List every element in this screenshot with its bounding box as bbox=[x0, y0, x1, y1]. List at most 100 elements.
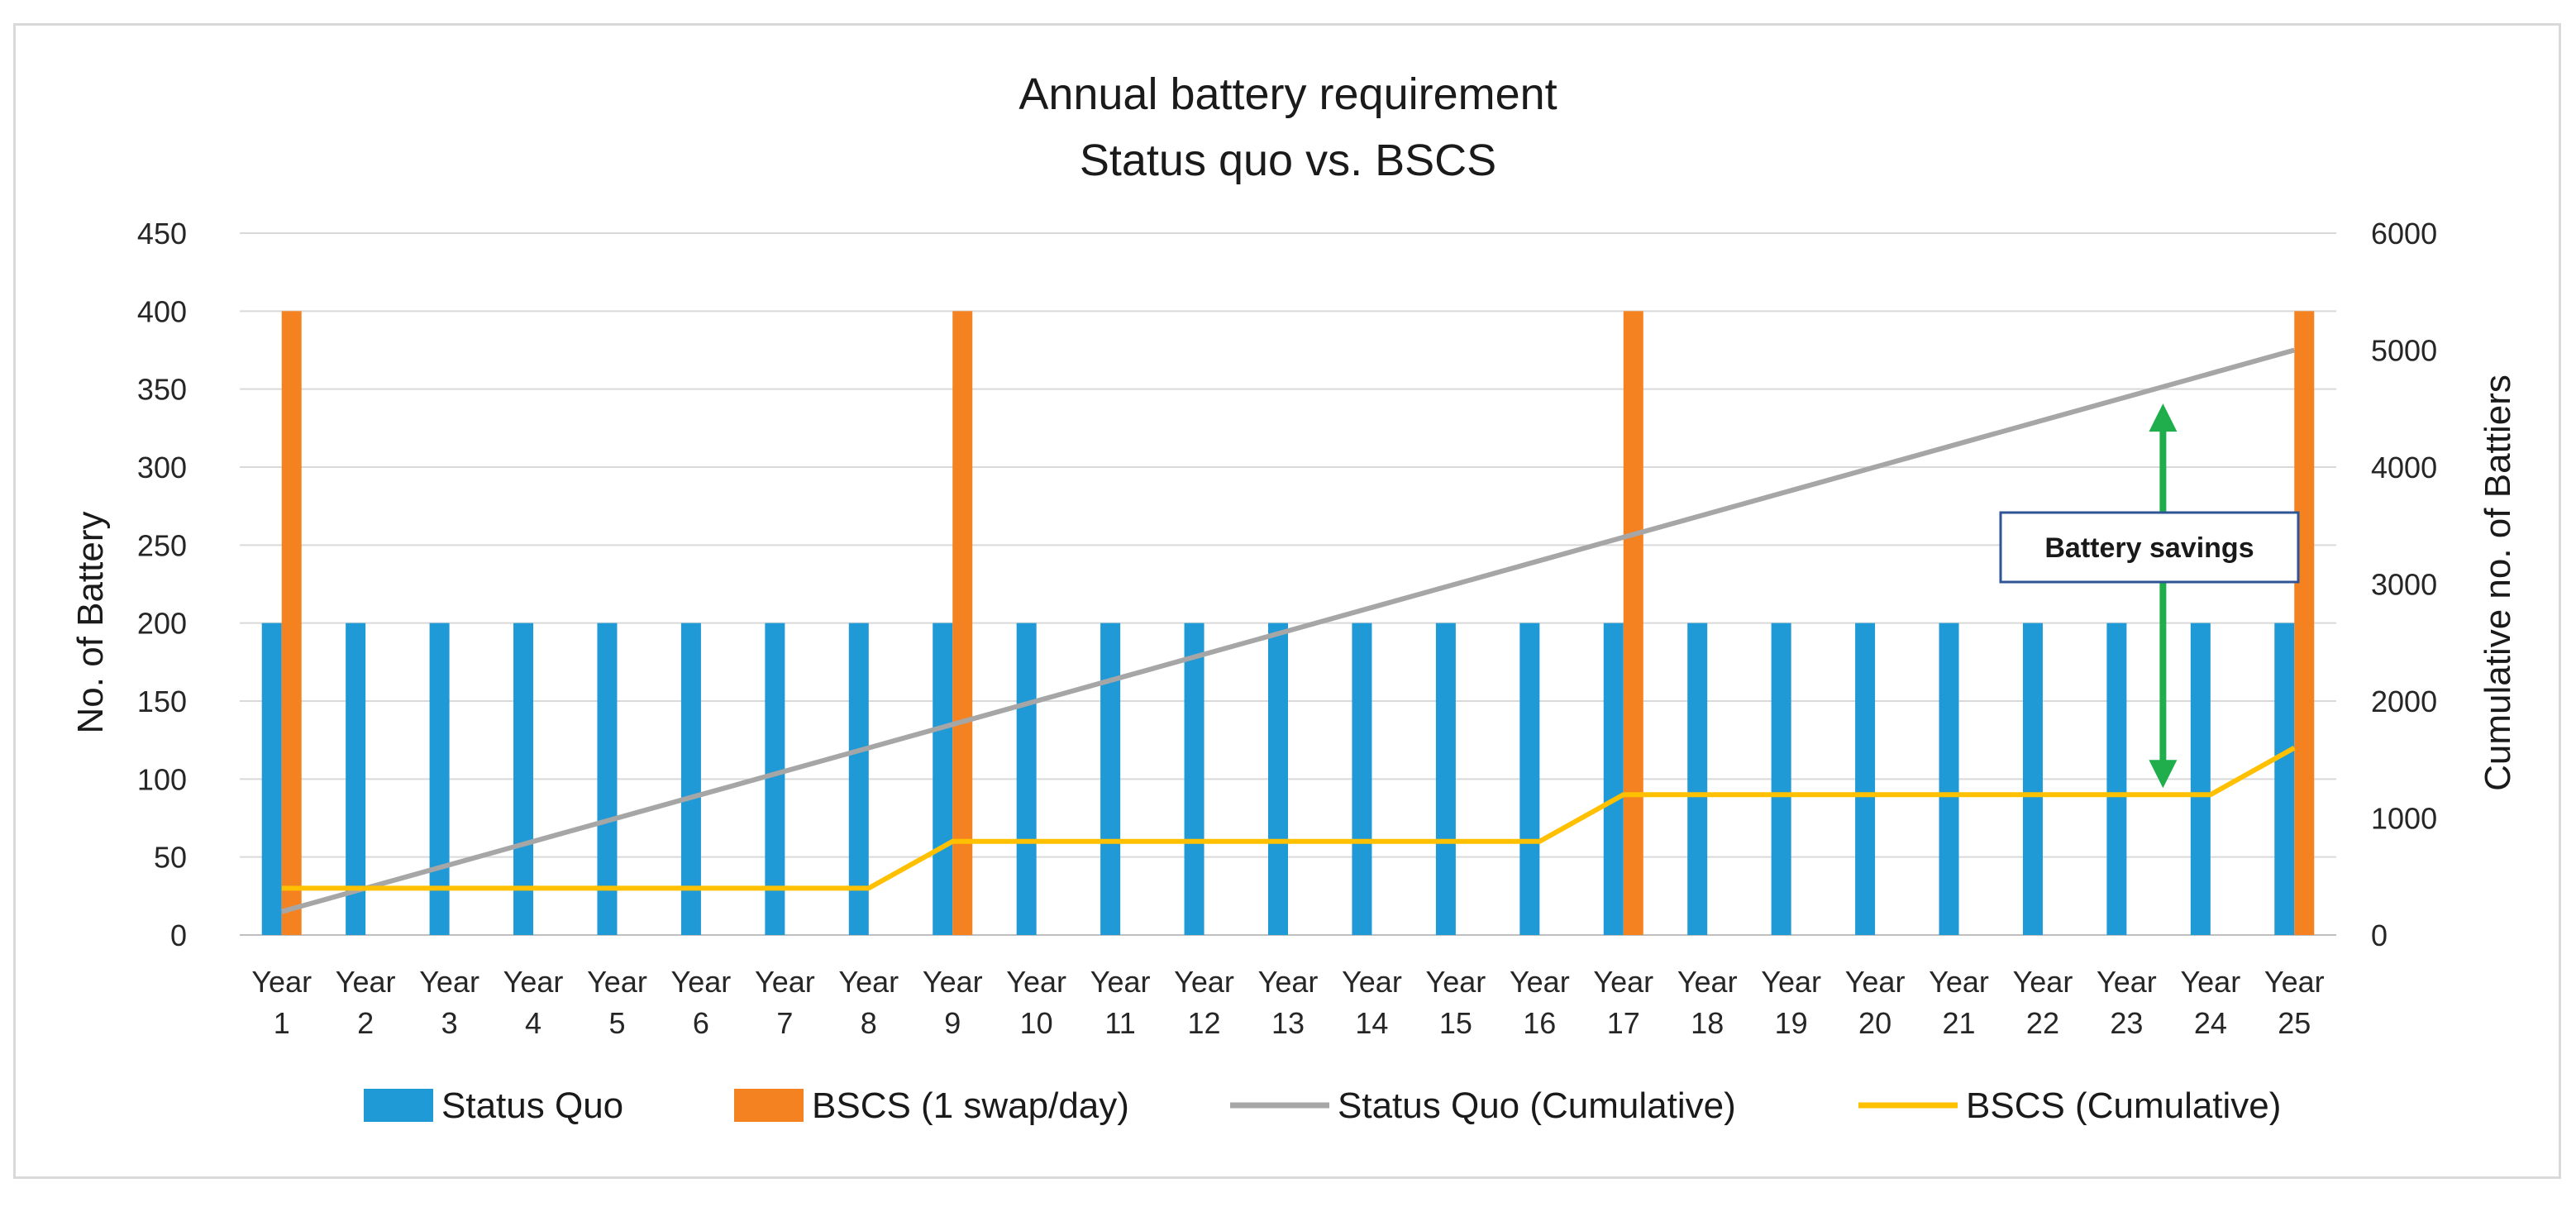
chart-frame bbox=[13, 23, 2561, 1179]
bar-status-quo bbox=[765, 623, 785, 935]
lines bbox=[280, 347, 2296, 914]
y-left-tick-label: 400 bbox=[137, 294, 187, 328]
bar-status-quo bbox=[429, 623, 450, 935]
x-tick-label-word: Year bbox=[1845, 965, 1906, 999]
arrow-up-head-icon bbox=[2149, 403, 2178, 432]
x-tick-label-number: 3 bbox=[441, 1006, 458, 1040]
bar-status-quo bbox=[1519, 623, 1540, 935]
x-tick-label-word: Year bbox=[2097, 965, 2157, 999]
bar-status-quo bbox=[1855, 623, 1876, 935]
bar-bscs bbox=[281, 311, 302, 935]
bar-status-quo bbox=[1352, 623, 1372, 935]
x-tick-label-word: Year bbox=[1174, 965, 1234, 999]
bar-bscs bbox=[952, 311, 973, 935]
bar-bscs bbox=[2294, 311, 2315, 935]
bar-status-quo bbox=[1603, 623, 1624, 935]
x-tick-label-word: Year bbox=[2013, 965, 2073, 999]
x-tick-label-word: Year bbox=[1090, 965, 1151, 999]
x-tick-label-number: 2 bbox=[357, 1006, 374, 1040]
x-tick-label-word: Year bbox=[251, 965, 312, 999]
legend-label-3: BSCS (Cumulative) bbox=[1966, 1085, 2281, 1126]
x-tick-label-word: Year bbox=[923, 965, 983, 999]
x-tick-label-number: 25 bbox=[2278, 1006, 2311, 1040]
bar-status-quo bbox=[2106, 623, 2127, 935]
x-tick-label-word: Year bbox=[1929, 965, 1989, 999]
bar-status-quo bbox=[1016, 623, 1037, 935]
y-left-tick-label: 300 bbox=[137, 451, 187, 484]
x-tick-label-number: 6 bbox=[693, 1006, 709, 1040]
y-right-tick-label: 5000 bbox=[2371, 334, 2437, 368]
x-tick-label-number: 11 bbox=[1104, 1006, 1135, 1040]
y-axis-right: 0 1000 2000 3000 4000 5000 6000 bbox=[2371, 217, 2437, 952]
chart-title: Annual battery requirement Status quo vs… bbox=[1018, 69, 1557, 185]
x-tick-label-number: 9 bbox=[944, 1006, 961, 1040]
x-tick-label-word: Year bbox=[1677, 965, 1738, 999]
line-bscs-cumulative bbox=[281, 745, 2296, 891]
x-tick-label-number: 12 bbox=[1188, 1006, 1221, 1040]
x-tick-label-word: Year bbox=[1006, 965, 1066, 999]
bar-bscs bbox=[1623, 311, 1643, 935]
x-tick-label-number: 8 bbox=[861, 1006, 877, 1040]
x-tick-label-word: Year bbox=[1593, 965, 1653, 999]
y-right-tick-label: 6000 bbox=[2371, 217, 2437, 250]
x-tick-label-word: Year bbox=[336, 965, 396, 999]
x-tick-label-word: Year bbox=[1761, 965, 1821, 999]
y-axis-left-label: No. of Battery bbox=[70, 511, 111, 733]
y-left-tick-label: 150 bbox=[137, 685, 187, 718]
x-tick-label-number: 4 bbox=[525, 1006, 541, 1040]
bar-status-quo bbox=[1687, 623, 1708, 935]
chart-title-line-1: Annual battery requirement bbox=[1018, 69, 1557, 119]
bars bbox=[261, 311, 2315, 935]
y-left-tick-label: 350 bbox=[137, 373, 187, 407]
y-left-tick-label: 200 bbox=[137, 607, 187, 641]
savings-label-box bbox=[1999, 511, 2300, 584]
y-right-tick-label: 0 bbox=[2371, 918, 2388, 952]
legend: Status Quo BSCS (1 swap/day) Status Quo (C… bbox=[364, 1085, 2281, 1126]
bar-status-quo bbox=[1100, 623, 1121, 935]
x-tick-label-word: Year bbox=[587, 965, 647, 999]
y-axis-right-label: Cumulative no. of Battiers bbox=[2478, 375, 2518, 791]
x-tick-label-word: Year bbox=[1510, 965, 1570, 999]
savings-label: Battery savings bbox=[2044, 532, 2254, 564]
legend-label-2: Status Quo (Cumulative) bbox=[1338, 1085, 1736, 1126]
bar-status-quo bbox=[261, 623, 282, 935]
x-tick-label-word: Year bbox=[1258, 965, 1319, 999]
x-tick-label-word: Year bbox=[2180, 965, 2240, 999]
y-left-tick-label: 50 bbox=[154, 841, 187, 875]
x-tick-label-number: 19 bbox=[1775, 1006, 1808, 1040]
bar-status-quo bbox=[933, 623, 953, 935]
bar-status-quo bbox=[597, 623, 618, 935]
x-tick-label-number: 17 bbox=[1607, 1006, 1640, 1040]
legend-swatch-0 bbox=[364, 1089, 433, 1122]
bar-status-quo bbox=[1268, 623, 1288, 935]
x-tick-label-number: 20 bbox=[1858, 1006, 1891, 1040]
x-tick-label-word: Year bbox=[419, 965, 479, 999]
x-tick-label-number: 1 bbox=[274, 1006, 290, 1040]
x-tick-label-number: 23 bbox=[2110, 1006, 2143, 1040]
x-tick-label-number: 10 bbox=[1020, 1006, 1053, 1040]
y-right-tick-label: 1000 bbox=[2371, 802, 2437, 836]
y-left-tick-label: 0 bbox=[170, 918, 187, 952]
bar-status-quo bbox=[2274, 623, 2295, 935]
bar-status-quo bbox=[1939, 623, 1959, 935]
x-tick-label-word: Year bbox=[503, 965, 564, 999]
y-left-tick-label: 100 bbox=[137, 762, 187, 796]
x-tick-label-word: Year bbox=[755, 965, 815, 999]
x-tick-label-number: 13 bbox=[1271, 1006, 1305, 1040]
bar-status-quo bbox=[513, 623, 534, 935]
x-tick-label-word: Year bbox=[838, 965, 899, 999]
x-tick-label-number: 15 bbox=[1439, 1006, 1472, 1040]
x-tick-label-number: 16 bbox=[1523, 1006, 1556, 1040]
x-tick-label-number: 14 bbox=[1355, 1006, 1388, 1040]
gridlines bbox=[240, 232, 2336, 936]
x-tick-label-word: Year bbox=[1342, 965, 1402, 999]
y-left-tick-label: 450 bbox=[137, 217, 187, 250]
x-tick-label-number: 22 bbox=[2026, 1006, 2059, 1040]
bar-status-quo bbox=[2022, 623, 2043, 935]
bar-status-quo bbox=[1184, 623, 1205, 935]
legend-swatch-1 bbox=[734, 1089, 804, 1122]
x-tick-label-word: Year bbox=[1426, 965, 1486, 999]
bar-status-quo bbox=[848, 623, 869, 935]
y-left-tick-label: 250 bbox=[137, 528, 187, 562]
